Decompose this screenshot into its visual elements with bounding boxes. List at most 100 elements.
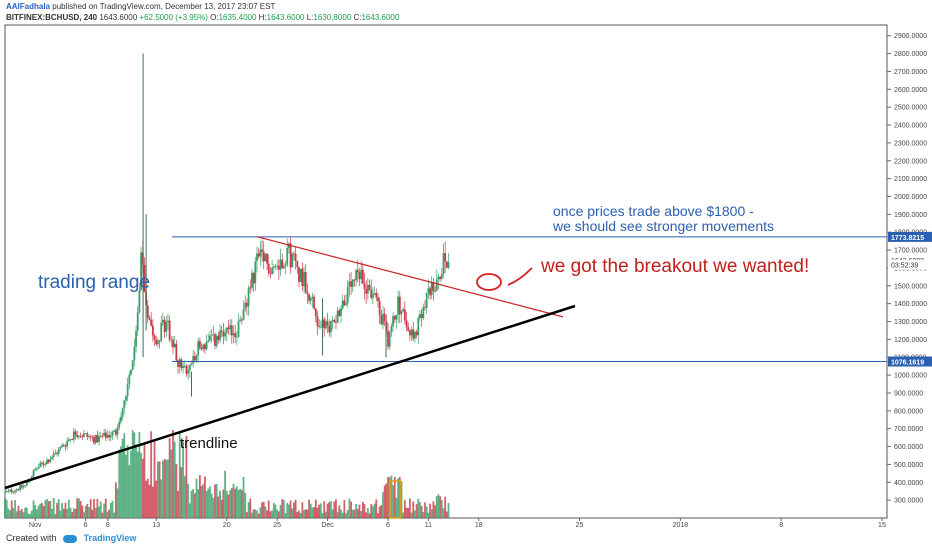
volume-bar bbox=[215, 484, 218, 518]
candle-body bbox=[210, 334, 213, 336]
candle-body bbox=[439, 276, 442, 279]
volume-bar bbox=[235, 486, 238, 518]
x-tick-label: 15 bbox=[878, 522, 886, 529]
candle-body bbox=[198, 341, 201, 348]
candle-body bbox=[430, 282, 433, 296]
volume-bar bbox=[114, 482, 117, 518]
x-tick-label: 25 bbox=[273, 522, 281, 529]
volume-bar bbox=[266, 510, 268, 518]
volume-bar bbox=[163, 459, 166, 518]
candle-body bbox=[370, 289, 373, 298]
low-label: L: bbox=[306, 13, 314, 22]
candle-body bbox=[442, 253, 445, 275]
volume-bar bbox=[284, 513, 287, 518]
candle-body bbox=[71, 439, 74, 440]
y-tick-label: 700.0000 bbox=[894, 426, 923, 433]
volume-bar bbox=[330, 501, 332, 518]
volume-bar bbox=[121, 438, 124, 518]
candle-body bbox=[183, 365, 186, 367]
candle-body bbox=[328, 325, 331, 333]
tradingview-brand-link[interactable]: TradingView bbox=[83, 533, 137, 543]
candle-body bbox=[49, 459, 52, 463]
volume-bar bbox=[383, 485, 386, 518]
candle-body bbox=[170, 339, 173, 341]
volume-bar bbox=[99, 501, 102, 518]
candle-body bbox=[212, 334, 215, 336]
tradingview-logo-icon bbox=[63, 534, 78, 543]
candle-body bbox=[429, 288, 431, 296]
candle-body bbox=[405, 320, 408, 328]
volume-bar bbox=[435, 496, 438, 518]
author-link[interactable]: AAlFadhala bbox=[6, 2, 51, 11]
volume-bar bbox=[375, 499, 378, 518]
candle-body bbox=[422, 307, 425, 319]
candle-body bbox=[306, 292, 309, 295]
candle-body bbox=[257, 253, 260, 257]
candle-body bbox=[118, 421, 121, 428]
price-label-box bbox=[888, 259, 932, 270]
volume-bar bbox=[407, 508, 410, 518]
y-tick-label: 1400.0000 bbox=[894, 301, 927, 308]
volume-bar bbox=[125, 454, 127, 518]
volume-bar bbox=[425, 506, 428, 518]
candle-body bbox=[17, 489, 20, 491]
volume-bar bbox=[93, 499, 95, 518]
candle-body bbox=[390, 326, 393, 333]
volume-bar bbox=[198, 475, 201, 518]
candle-body bbox=[130, 369, 132, 375]
candle-body bbox=[202, 344, 205, 350]
volume-bar bbox=[239, 488, 242, 518]
volume-bar bbox=[135, 444, 137, 518]
candle-body bbox=[249, 287, 252, 289]
volume-bar bbox=[308, 499, 310, 518]
candle-body bbox=[348, 281, 351, 287]
volume-bar bbox=[323, 501, 326, 518]
volume-bar bbox=[219, 490, 221, 518]
candle-body bbox=[434, 290, 436, 292]
candle-body bbox=[308, 294, 310, 301]
candle-body bbox=[319, 326, 322, 328]
candle-body bbox=[330, 321, 332, 333]
candle-body bbox=[136, 312, 139, 332]
close-value: 1643.6000 bbox=[361, 13, 400, 22]
volume-bar bbox=[108, 509, 111, 518]
volume-bar bbox=[440, 499, 443, 518]
candle-body bbox=[207, 340, 210, 342]
candle-body bbox=[165, 322, 168, 332]
volume-bar bbox=[180, 467, 183, 518]
volume-bar bbox=[360, 510, 363, 518]
candle-body bbox=[205, 341, 208, 350]
volume-bar bbox=[380, 505, 383, 518]
volume-bar bbox=[363, 503, 366, 518]
volume-bar bbox=[419, 502, 421, 518]
candle-body bbox=[420, 314, 423, 319]
candle-body bbox=[56, 452, 58, 454]
volume-bar bbox=[150, 431, 153, 518]
volume-bar bbox=[200, 486, 203, 518]
volume-bar bbox=[214, 484, 216, 518]
volume-bar bbox=[429, 503, 431, 518]
candle-body bbox=[120, 416, 122, 422]
volume-bar bbox=[15, 511, 18, 518]
candle-body bbox=[7, 490, 10, 492]
y-tick-label: 2400.0000 bbox=[894, 123, 927, 130]
x-tick-label: 6 bbox=[84, 522, 88, 529]
volume-bar bbox=[296, 512, 299, 518]
volume-bar bbox=[299, 512, 302, 518]
volume-bar bbox=[387, 477, 389, 518]
volume-bar bbox=[113, 512, 116, 518]
volume-bar bbox=[4, 498, 6, 518]
volume-bar bbox=[335, 499, 337, 518]
volume-bar bbox=[224, 470, 226, 518]
candle-body bbox=[93, 437, 95, 444]
candle-body bbox=[89, 436, 92, 438]
volume-bar bbox=[336, 512, 339, 518]
last-price: 1643.6000 bbox=[99, 13, 138, 22]
candle-body bbox=[298, 267, 300, 282]
candle-body bbox=[24, 485, 27, 487]
volume-bar bbox=[57, 499, 60, 518]
volume-bar bbox=[372, 506, 374, 518]
candle-body bbox=[177, 360, 179, 367]
candle-body bbox=[282, 266, 285, 269]
